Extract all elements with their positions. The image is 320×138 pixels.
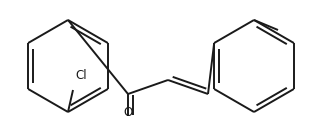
Text: Cl: Cl xyxy=(75,69,87,82)
Text: O: O xyxy=(124,106,132,119)
